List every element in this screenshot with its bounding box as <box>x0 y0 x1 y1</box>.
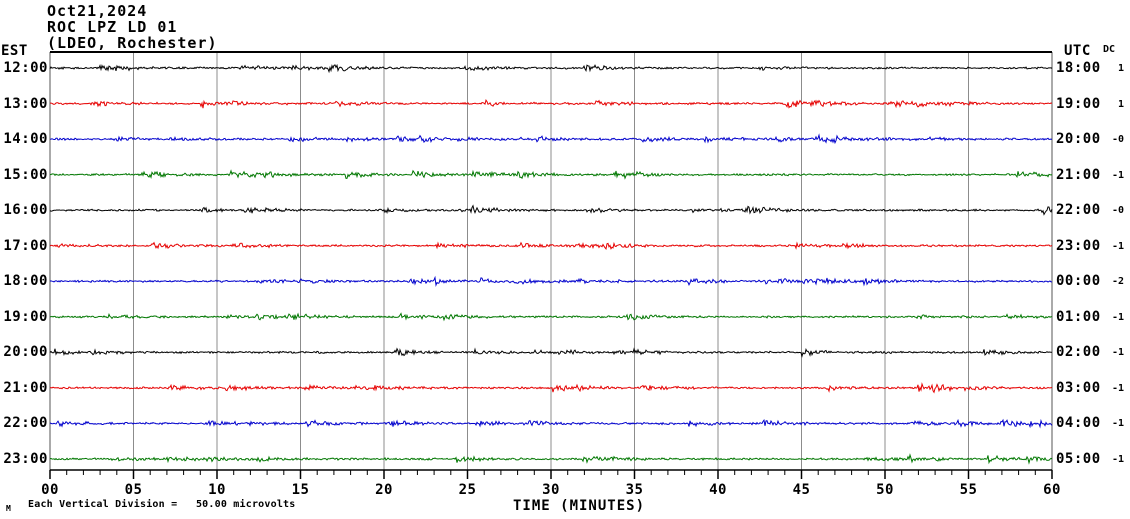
dc-offset-value: -2 <box>1111 276 1124 288</box>
x-axis-tick-label: 05 <box>124 482 143 498</box>
x-axis-tick-label: 25 <box>458 482 477 498</box>
utc-row-label: 04:00 <box>1056 415 1101 432</box>
utc-row-label: 01:00 <box>1056 308 1101 325</box>
dc-offset-value: -1 <box>1111 169 1124 181</box>
x-axis-title: TIME (MINUTES) <box>513 498 646 514</box>
dc-offset-value: -1 <box>1111 382 1124 394</box>
utc-row-label: 19:00 <box>1056 95 1101 112</box>
est-row-label: 23:00 <box>3 451 48 467</box>
dc-offset-value: 1 <box>1117 63 1124 74</box>
est-row-label: 20:00 <box>3 344 48 361</box>
dc-offset-value: -1 <box>1111 418 1124 430</box>
utc-row-label: 23:00 <box>1056 237 1101 254</box>
seismic-trace-1700est <box>49 241 1053 251</box>
utc-column-header: UTC <box>1064 43 1091 59</box>
dc-offset-value: -0 <box>1111 205 1124 217</box>
est-row-label: 16:00 <box>3 202 48 219</box>
est-row-label: 14:00 <box>3 131 48 148</box>
est-row-label: 13:00 <box>3 95 48 112</box>
seismic-trace-2300est <box>49 453 1053 465</box>
dc-column-header: DC <box>1103 44 1116 55</box>
dc-offset-value: -1 <box>1111 347 1124 359</box>
seismic-trace-1900est <box>50 312 1053 322</box>
dc-offset-value: -0 <box>1111 134 1124 146</box>
seismic-trace-2200est <box>49 418 1053 429</box>
x-axis-tick-label: 50 <box>876 482 894 498</box>
x-axis-tick-label: 00 <box>41 482 59 498</box>
dc-offset-value: -1 <box>1111 240 1124 252</box>
est-row-label: 19:00 <box>3 308 48 325</box>
seismic-trace-1800est <box>49 275 1052 287</box>
est-column-header: EST <box>1 43 28 59</box>
seismic-trace-1600est <box>49 204 1053 216</box>
x-axis-tick-label: 10 <box>208 482 226 498</box>
x-axis-tick-label: 20 <box>375 482 393 498</box>
utc-row-label: 21:00 <box>1056 166 1101 183</box>
est-row-label: 12:00 <box>3 60 48 76</box>
x-axis-tick-label: 30 <box>542 482 560 498</box>
corner-mark: M <box>6 504 11 513</box>
seismic-trace-2000est <box>49 347 1053 358</box>
utc-row-label: 22:00 <box>1056 202 1101 219</box>
x-axis-tick-label: 55 <box>959 482 978 498</box>
utc-row-label: 00:00 <box>1056 273 1101 290</box>
est-row-label: 18:00 <box>3 273 48 290</box>
utc-row-label: 05:00 <box>1056 451 1101 467</box>
dc-offset-value: -1 <box>1111 311 1124 323</box>
vertical-division-note: Each Vertical Division = 50.00 microvolt… <box>28 499 296 510</box>
utc-row-label: 02:00 <box>1056 344 1101 361</box>
est-row-label: 17:00 <box>3 237 48 254</box>
station-title: ROC LPZ LD 01 <box>47 18 178 36</box>
x-axis-tick-label: 40 <box>709 482 727 498</box>
utc-row-label: 18:00 <box>1056 60 1101 76</box>
seismic-trace-1500est <box>49 169 1053 180</box>
x-axis-tick-label: 15 <box>291 482 310 498</box>
seismic-trace-1400est <box>49 133 1053 145</box>
x-axis-tick-label: 45 <box>792 482 811 498</box>
dc-offset-value: 1 <box>1117 98 1124 110</box>
network-title: (LDEO, Rochester) <box>47 34 218 52</box>
est-row-label: 21:00 <box>3 379 48 396</box>
x-axis-tick-label: 60 <box>1043 482 1061 498</box>
dc-offset-value: -1 <box>1111 454 1124 465</box>
utc-row-label: 20:00 <box>1056 131 1101 148</box>
date-title: Oct21,2024 <box>47 2 148 20</box>
seismic-trace-1200est <box>49 63 1053 74</box>
x-axis-tick-label: 35 <box>625 482 644 498</box>
est-row-label: 15:00 <box>3 166 48 183</box>
seismic-trace-1300est <box>50 99 1053 109</box>
est-row-label: 22:00 <box>3 415 48 432</box>
seismic-trace-2100est <box>49 382 1053 394</box>
utc-row-label: 03:00 <box>1056 379 1101 396</box>
